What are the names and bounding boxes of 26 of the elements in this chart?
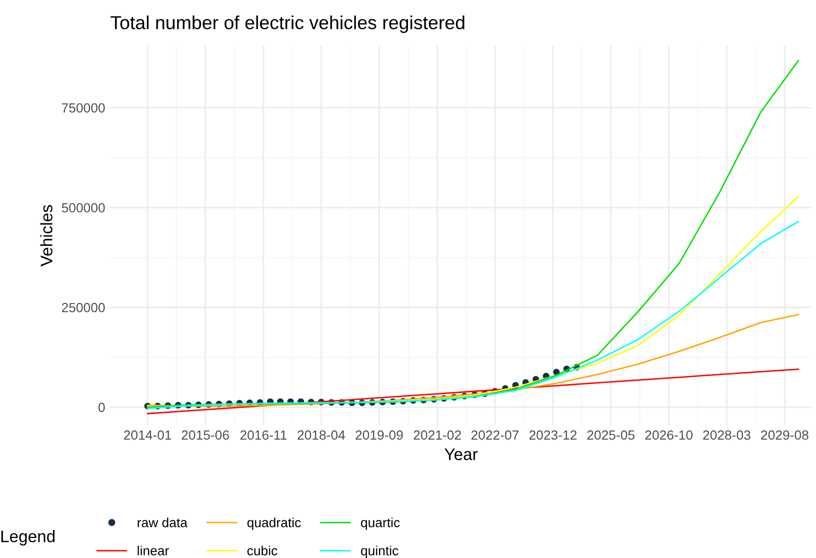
y-tick-label: 750000	[62, 103, 105, 113]
x-tick-label: 2022-07	[471, 430, 519, 440]
x-axis-title: Year	[444, 448, 478, 460]
legend-title: Legend	[1, 530, 55, 546]
x-tick-label: 2018-04	[298, 430, 346, 440]
y-tick-label: 250000	[62, 302, 105, 312]
x-tick-label: 2014-01	[124, 430, 172, 440]
x-tick-label: 2019-09	[356, 430, 403, 440]
y-axis-title: Vehicles	[40, 205, 52, 266]
legend-label: quintic	[361, 546, 398, 558]
x-tick-label: 2026-10	[645, 430, 693, 440]
legend-label: quadratic	[247, 518, 301, 530]
x-tick-label: 2029-08	[761, 430, 808, 440]
x-tick-label: 2025-05	[587, 430, 634, 440]
legend-label: quartic	[361, 518, 400, 530]
x-tick-label: 2028-03	[703, 430, 750, 440]
x-tick-label: 2015-06	[182, 430, 229, 440]
x-tick-label: 2021-02	[414, 430, 461, 440]
x-tick-label: 2016-11	[240, 430, 287, 440]
legend-label: raw data	[138, 518, 188, 528]
legend-label: linear	[138, 546, 169, 556]
y-tick-label: 500000	[62, 203, 105, 212]
x-tick-label: 2023-12	[529, 430, 577, 440]
legend-label: cubic	[247, 546, 278, 556]
y-tick-label: 0	[98, 402, 105, 412]
chart-title: Total number of electric vehicles registered	[110, 16, 464, 33]
